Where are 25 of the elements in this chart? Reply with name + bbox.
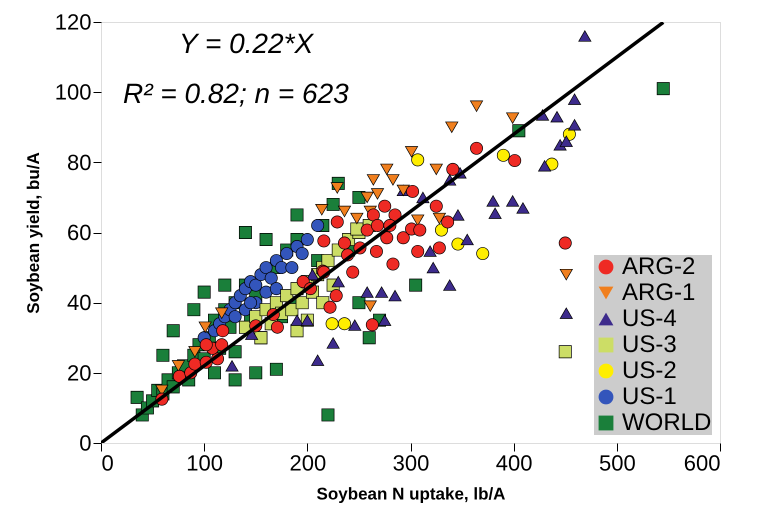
y-tick-label: 60: [67, 220, 92, 245]
y-tick-label: 0: [79, 430, 92, 456]
legend-label: WORLD: [622, 409, 712, 436]
x-tick-label: 0: [102, 450, 114, 476]
x-axis-title: Soybean N uptake, lb/A: [316, 484, 506, 504]
x-tick-label: 100: [186, 450, 224, 476]
legend-label: US-2: [622, 357, 677, 384]
legend-label: US-3: [622, 331, 677, 358]
y-tick-label: 20: [67, 360, 92, 386]
annotation: R² = 0.82; n = 623: [123, 78, 350, 109]
legend-label: US-1: [622, 383, 677, 410]
x-tick-label: 300: [392, 450, 430, 476]
x-tick-label: 600: [684, 450, 720, 476]
legend-label: ARG-1: [622, 279, 696, 306]
x-tick-label: 400: [496, 450, 533, 476]
x-tick-label: 200: [289, 450, 326, 476]
legend-label: US-4: [622, 305, 677, 332]
y-tick-label: 40: [67, 290, 92, 316]
x-tick-label: 500: [598, 450, 636, 476]
y-axis-title: Soybean yield, bu/A: [24, 152, 43, 314]
annotation: Y = 0.22*X: [179, 28, 314, 59]
y-tick-label: 80: [67, 150, 92, 175]
y-tick-label: 120: [54, 10, 92, 34]
y-tick-label: 100: [54, 80, 92, 105]
legend-label: ARG-2: [622, 253, 696, 280]
